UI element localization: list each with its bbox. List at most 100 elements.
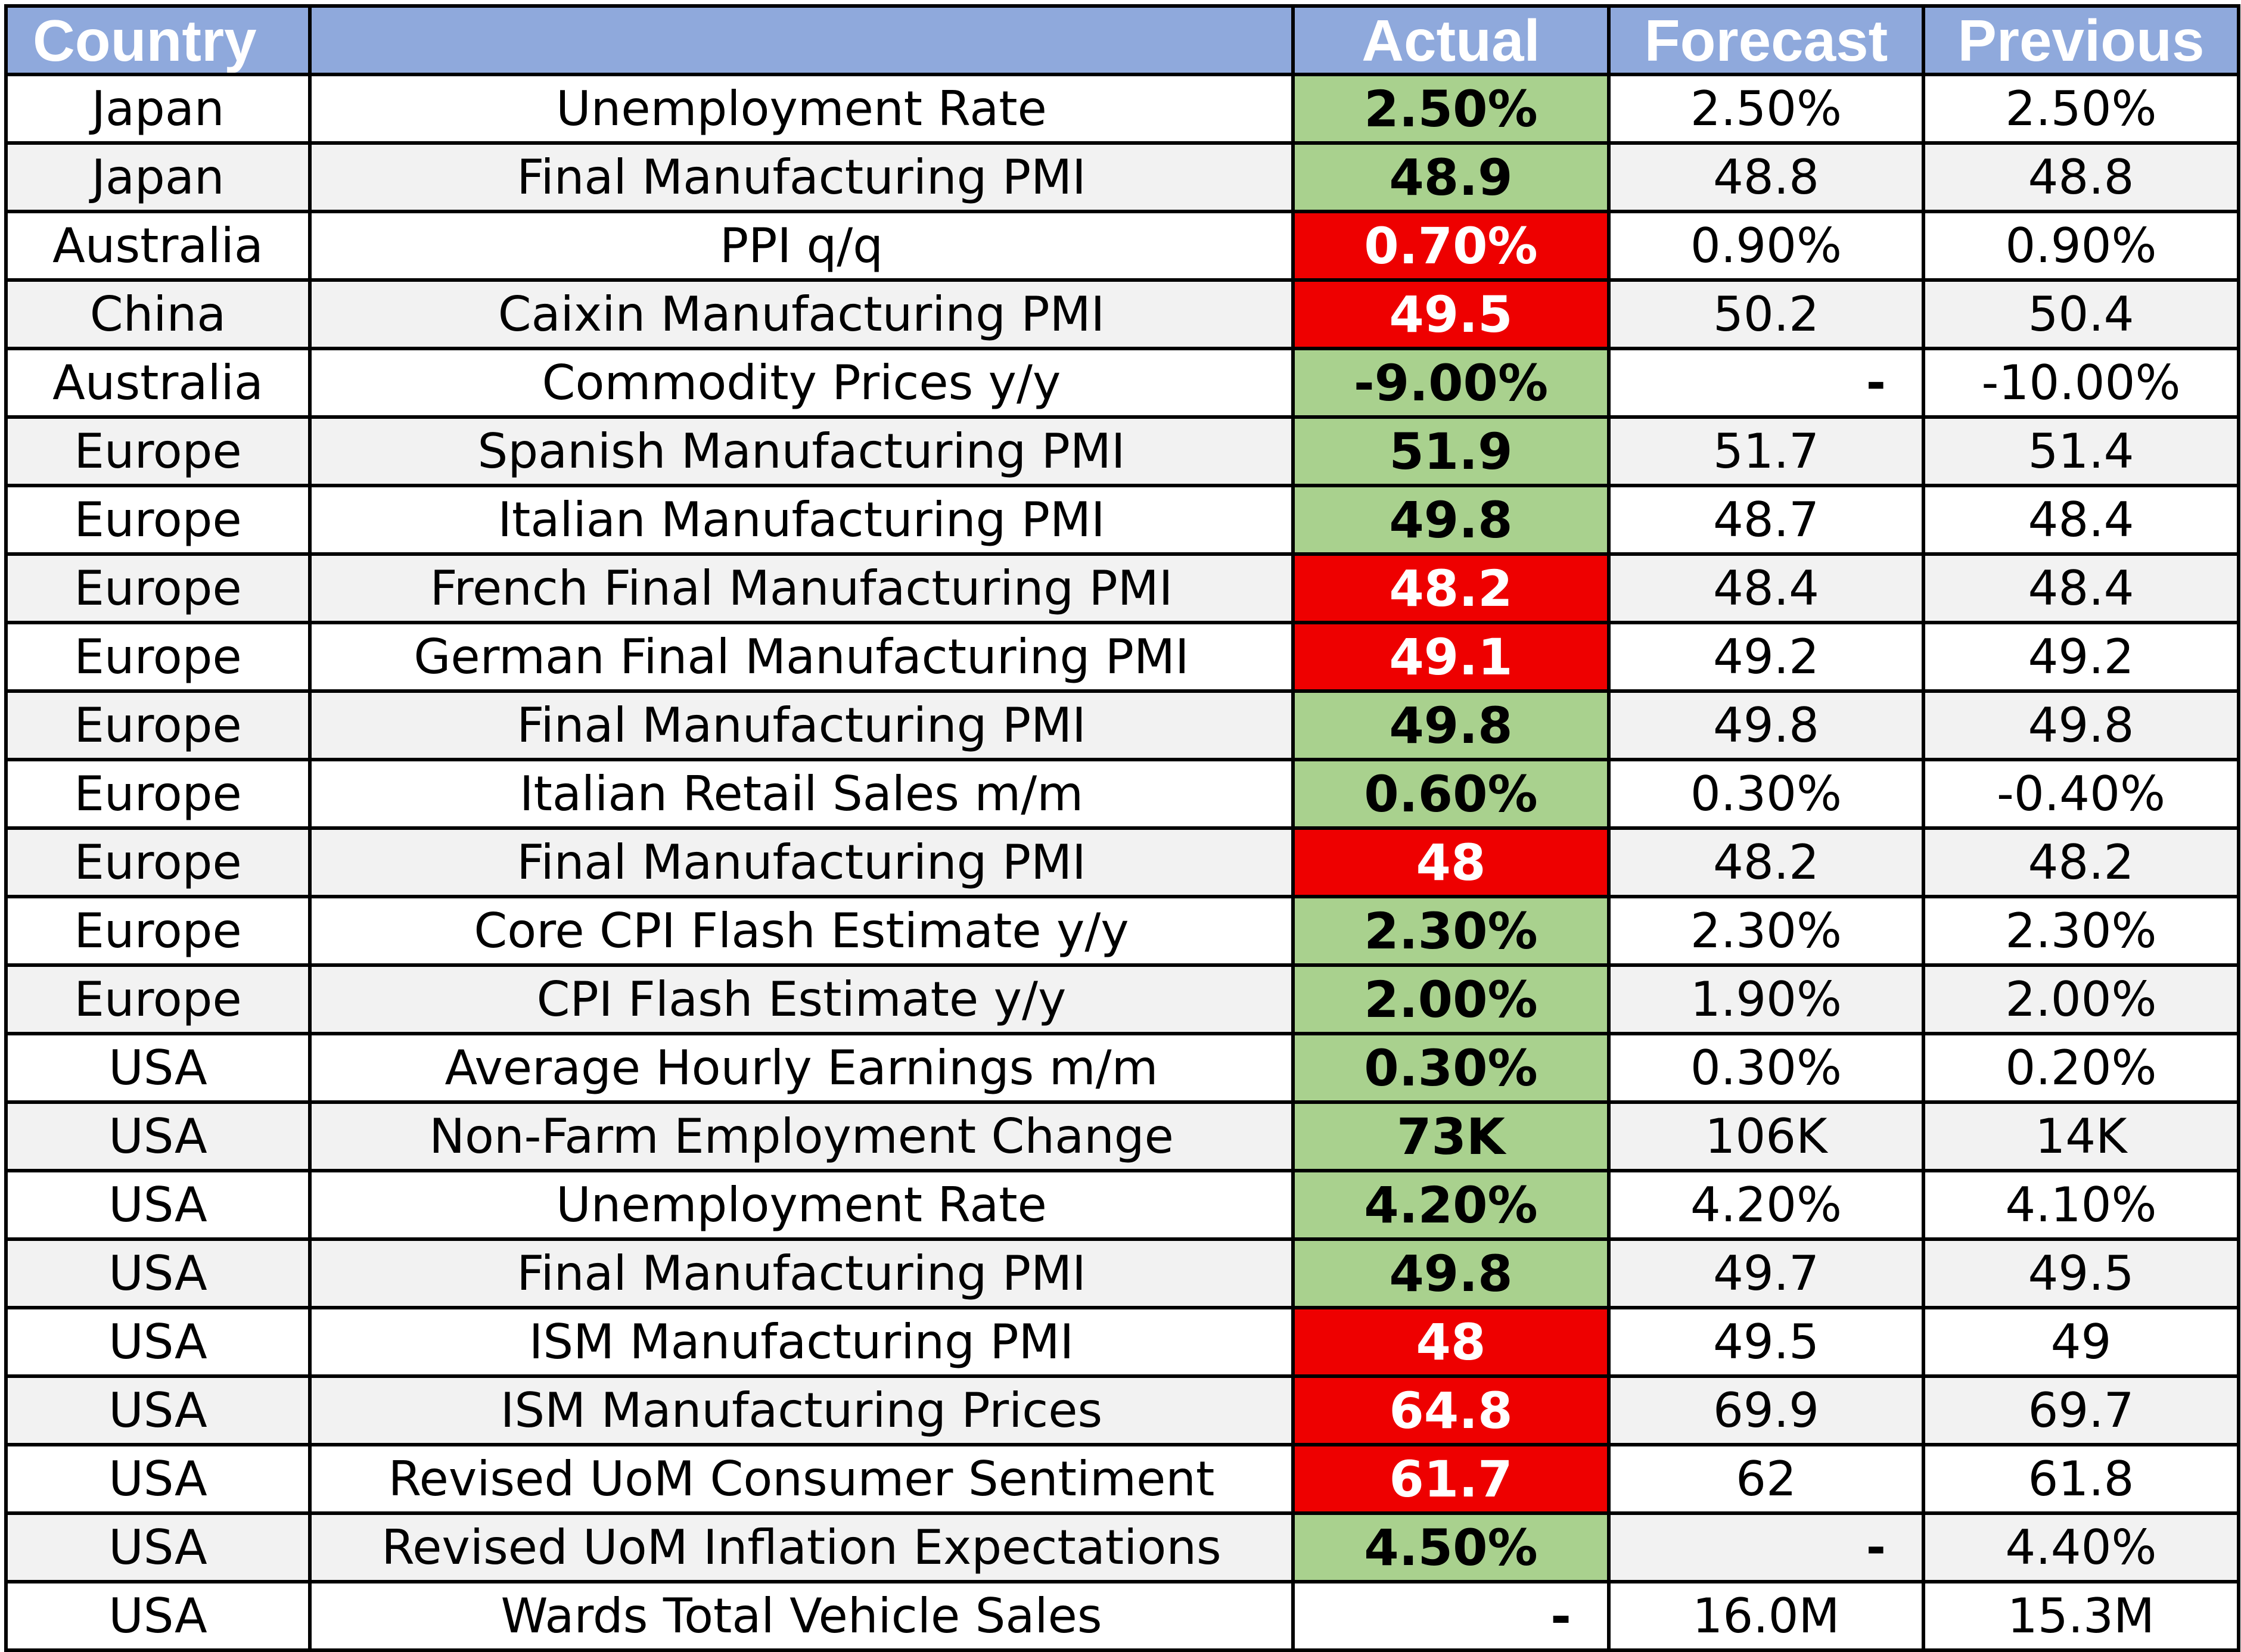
header-event — [308, 4, 1295, 76]
cell-previous: 14K — [1922, 1100, 2240, 1172]
cell-event: Final Manufacturing PMI — [308, 141, 1295, 213]
cell-forecast: 51.7 — [1607, 415, 1925, 487]
cell-country: Japan — [4, 73, 312, 145]
cell-actual: 49.8 — [1291, 1237, 1611, 1309]
cell-forecast: 0.30% — [1607, 758, 1925, 830]
cell-previous: 0.20% — [1922, 1032, 2240, 1104]
table-row: Europe CPI Flash Estimate y/y 2.00% 1.90% 2.… — [4, 963, 2240, 1035]
cell-country: USA — [4, 1032, 312, 1104]
cell-actual: 49.8 — [1291, 689, 1611, 761]
table-row: Europe German Final Manufacturing PMI 49.1… — [4, 621, 2240, 693]
table-row: USA ISM Manufacturing Prices 64.8 69.9 69.7 — [4, 1374, 2240, 1446]
header-country: Country — [4, 4, 312, 76]
cell-event: Unemployment Rate — [308, 73, 1295, 145]
cell-event: Caixin Manufacturing PMI — [308, 278, 1295, 350]
table-row: Europe Final Manufacturing PMI 48 48.2 48.2 — [4, 826, 2240, 898]
cell-forecast: 16.0M — [1607, 1580, 1925, 1652]
cell-actual: 48.2 — [1291, 552, 1611, 624]
cell-forecast: 49.5 — [1607, 1306, 1925, 1378]
cell-forecast: - — [1607, 347, 1925, 419]
cell-event: Revised UoM Consumer Sentiment — [308, 1443, 1295, 1515]
cell-event: Core CPI Flash Estimate y/y — [308, 895, 1295, 967]
table-row: Australia Commodity Prices y/y -9.00% - -10.… — [4, 347, 2240, 419]
table-row: Australia PPI q/q 0.70% 0.90% 0.90% — [4, 210, 2240, 282]
cell-event: ISM Manufacturing Prices — [308, 1374, 1295, 1446]
cell-country: Europe — [4, 621, 312, 693]
cell-forecast: 106K — [1607, 1100, 1925, 1172]
cell-country: USA — [4, 1511, 312, 1583]
cell-forecast: 69.9 — [1607, 1374, 1925, 1446]
cell-country: USA — [4, 1580, 312, 1652]
cell-event: Revised UoM Inflation Expectations — [308, 1511, 1295, 1583]
cell-country: China — [4, 278, 312, 350]
cell-country: Europe — [4, 895, 312, 967]
cell-event: Final Manufacturing PMI — [308, 1237, 1295, 1309]
cell-forecast: 0.90% — [1607, 210, 1925, 282]
cell-previous: 49.2 — [1922, 621, 2240, 693]
cell-country: USA — [4, 1237, 312, 1309]
cell-country: Europe — [4, 826, 312, 898]
cell-event: Average Hourly Earnings m/m — [308, 1032, 1295, 1104]
cell-previous: 0.90% — [1922, 210, 2240, 282]
cell-forecast: 2.50% — [1607, 73, 1925, 145]
cell-previous: 51.4 — [1922, 415, 2240, 487]
table-row: USA Wards Total Vehicle Sales -16.0M 15.3M — [4, 1580, 2240, 1652]
cell-previous: 49.5 — [1922, 1237, 2240, 1309]
cell-actual: 51.9 — [1291, 415, 1611, 487]
cell-previous: 4.40% — [1922, 1511, 2240, 1583]
cell-country: USA — [4, 1100, 312, 1172]
cell-forecast: 49.2 — [1607, 621, 1925, 693]
cell-country: Europe — [4, 689, 312, 761]
cell-actual: -9.00% — [1291, 347, 1611, 419]
table-row: USA ISM Manufacturing PMI 48 49.5 49 — [4, 1306, 2240, 1378]
table-row: Europe Spanish Manufacturing PMI 51.9 51.7 5… — [4, 415, 2240, 487]
cell-previous: 48.8 — [1922, 141, 2240, 213]
cell-actual: 64.8 — [1291, 1374, 1611, 1446]
cell-previous: 49.8 — [1922, 689, 2240, 761]
cell-actual: 2.00% — [1291, 963, 1611, 1035]
cell-previous: 15.3M — [1922, 1580, 2240, 1652]
table-body: Japan Unemployment Rate 2.50% 2.50% 2.50% Jap… — [4, 73, 2240, 1652]
cell-actual: 48 — [1291, 826, 1611, 898]
cell-actual: 2.30% — [1291, 895, 1611, 967]
cell-country: USA — [4, 1169, 312, 1241]
cell-forecast: 62 — [1607, 1443, 1925, 1515]
cell-event: CPI Flash Estimate y/y — [308, 963, 1295, 1035]
cell-event: Non-Farm Employment Change — [308, 1100, 1295, 1172]
header-actual: Actual — [1291, 4, 1611, 76]
cell-event: German Final Manufacturing PMI — [308, 621, 1295, 693]
cell-country: Japan — [4, 141, 312, 213]
cell-forecast: 4.20% — [1607, 1169, 1925, 1241]
table-row: USA Average Hourly Earnings m/m 0.30% 0.30%… — [4, 1032, 2240, 1104]
cell-previous: 2.00% — [1922, 963, 2240, 1035]
cell-actual: 49.5 — [1291, 278, 1611, 350]
cell-previous: 48.4 — [1922, 484, 2240, 556]
cell-previous: 69.7 — [1922, 1374, 2240, 1446]
table-row: USA Non-Farm Employment Change 73K 106K 14K — [4, 1100, 2240, 1172]
cell-previous: 48.4 — [1922, 552, 2240, 624]
table-row: Europe Final Manufacturing PMI 49.8 49.8 49.… — [4, 689, 2240, 761]
cell-forecast: 48.2 — [1607, 826, 1925, 898]
table-row: Europe Core CPI Flash Estimate y/y 2.30% 2.… — [4, 895, 2240, 967]
table-row: Europe Italian Manufacturing PMI 49.8 48.7 4… — [4, 484, 2240, 556]
cell-previous: 4.10% — [1922, 1169, 2240, 1241]
cell-country: USA — [4, 1443, 312, 1515]
cell-country: Europe — [4, 963, 312, 1035]
cell-previous: 50.4 — [1922, 278, 2240, 350]
cell-country: Australia — [4, 347, 312, 419]
cell-actual: 0.30% — [1291, 1032, 1611, 1104]
cell-country: USA — [4, 1306, 312, 1378]
table-row: USA Final Manufacturing PMI 49.8 49.7 49.5 — [4, 1237, 2240, 1309]
cell-actual: 4.50% — [1291, 1511, 1611, 1583]
cell-forecast: 1.90% — [1607, 963, 1925, 1035]
cell-previous: -0.40% — [1922, 758, 2240, 830]
cell-forecast: 0.30% — [1607, 1032, 1925, 1104]
cell-country: Europe — [4, 415, 312, 487]
cell-actual: 48.9 — [1291, 141, 1611, 213]
header-row: Country Actual Forecast Previous — [4, 4, 2240, 76]
cell-country: Europe — [4, 758, 312, 830]
cell-event: Italian Retail Sales m/m — [308, 758, 1295, 830]
cell-actual: 0.60% — [1291, 758, 1611, 830]
economic-calendar-table: Country Actual Forecast Previous Japan Un… — [4, 4, 2240, 1652]
cell-previous: 61.8 — [1922, 1443, 2240, 1515]
